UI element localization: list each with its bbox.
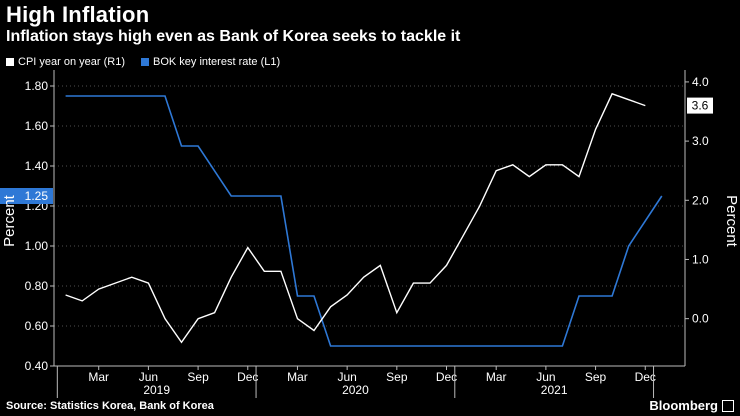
chart-subtitle: Inflation stays high even as Bank of Kor…	[6, 28, 461, 45]
right-tick-label: 2.0	[692, 193, 709, 207]
x-tick-label: Mar	[486, 370, 507, 384]
legend: CPI year on year (R1) BOK key interest r…	[6, 56, 296, 68]
x-axis-years: 2019 2020 2021	[143, 383, 568, 397]
x-tick-label: Jun	[139, 370, 158, 384]
x-tick-label: Dec	[635, 370, 656, 384]
cpi-end-label: 3.6	[692, 99, 709, 113]
x-tick-label: Sep	[585, 370, 607, 384]
x-year-label: 2021	[541, 383, 568, 397]
legend-swatch-cpi	[6, 58, 14, 66]
legend-label-cpi: CPI year on year (R1)	[18, 56, 125, 68]
brand-name: Bloomberg	[649, 398, 718, 413]
x-axis-ticks: Mar Jun Sep Dec Mar Jun Sep Dec Mar Jun Sep Dec	[56, 366, 656, 398]
x-tick-label: Dec	[237, 370, 258, 384]
legend-swatch-bok	[140, 58, 149, 66]
x-year-label: 2020	[342, 383, 369, 397]
right-tick-label: 0.0	[692, 312, 709, 326]
left-axis-title: Percent	[1, 194, 18, 247]
x-tick-label: Sep	[386, 370, 408, 384]
grid-lines	[54, 85, 685, 367]
left-tick-label: 1.80	[25, 79, 49, 93]
left-tick-label: 0.40	[25, 359, 49, 373]
end-labels: 3.6 1.25	[0, 97, 713, 204]
right-tick-label: 1.0	[692, 252, 709, 266]
left-tick-label: 0.60	[25, 319, 49, 333]
bok-end-label: 1.25	[25, 189, 49, 203]
chart-title: High Inflation	[6, 2, 150, 27]
x-tick-label: Jun	[337, 370, 356, 384]
right-axis-title: Percent	[723, 195, 740, 248]
x-tick-label: Mar	[88, 370, 109, 384]
left-tick-label: 1.60	[25, 119, 49, 133]
legend-label-bok: BOK key interest rate (L1)	[152, 56, 281, 68]
series-line-cpi	[65, 92, 646, 344]
x-tick-label: Mar	[287, 370, 308, 384]
x-tick-label: Dec	[436, 370, 457, 384]
left-tick-label: 1.00	[25, 239, 49, 253]
left-tick-label: 1.40	[25, 159, 49, 173]
right-tick-label: 3.0	[692, 134, 709, 148]
brand-logo: Bloomberg	[649, 398, 734, 413]
x-tick-label: Sep	[187, 370, 209, 384]
left-tick-label: 0.80	[25, 279, 49, 293]
legend-item-bok: BOK key interest rate (L1)	[140, 56, 281, 68]
brand-box-icon	[722, 399, 734, 412]
right-tick-label: 4.0	[692, 75, 709, 89]
series-line-bok	[65, 95, 663, 347]
source-note: Source: Statistics Korea, Bank of Korea	[6, 400, 214, 412]
x-year-label: 2019	[143, 383, 170, 397]
right-axis-ticks: 0.0 1.0 2.0 3.0 4.0	[685, 75, 709, 326]
bok-end-label-box	[0, 188, 53, 204]
cpi-end-label-box	[687, 97, 713, 114]
left-axis-ticks: 0.400.600.801.001.201.401.601.80	[25, 79, 54, 373]
legend-item-cpi: CPI year on year (R1)	[6, 56, 125, 68]
x-tick-label: Jun	[536, 370, 555, 384]
